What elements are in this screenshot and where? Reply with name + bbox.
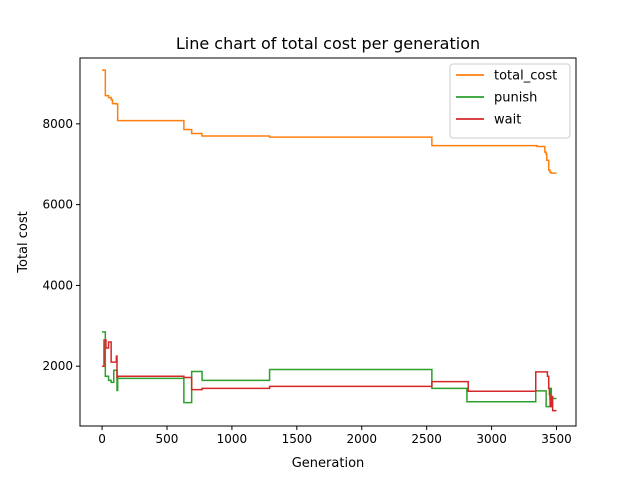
x-tick-label: 2000 bbox=[346, 432, 377, 446]
chart-title: Line chart of total cost per generation bbox=[176, 34, 480, 53]
x-axis-label: Generation bbox=[292, 456, 365, 471]
series-line-punish bbox=[102, 331, 557, 408]
x-tick-label: 1000 bbox=[217, 432, 248, 446]
x-tick-label: 500 bbox=[156, 432, 179, 446]
x-tick-label: 3500 bbox=[541, 432, 572, 446]
y-tick-label: 8000 bbox=[42, 117, 73, 131]
y-tick-label: 4000 bbox=[42, 278, 73, 292]
x-tick-label: 2500 bbox=[411, 432, 442, 446]
y-tick-label: 2000 bbox=[42, 359, 73, 373]
x-tick-label: 3000 bbox=[476, 432, 507, 446]
x-tick-label: 0 bbox=[98, 432, 106, 446]
x-tick-label: 1500 bbox=[282, 432, 313, 446]
plot-frame bbox=[79, 57, 577, 427]
series-line-wait bbox=[102, 339, 557, 412]
series-line-total-cost bbox=[102, 69, 557, 174]
series-layer bbox=[102, 69, 557, 412]
legend-label-wait: wait bbox=[494, 113, 521, 128]
y-tick-label: 6000 bbox=[42, 198, 73, 212]
x-axis-ticks: 0 500 1000 1500 2000 2500 3000 3500 bbox=[98, 426, 572, 446]
y-axis-ticks: 2000 4000 6000 8000 bbox=[42, 117, 80, 373]
legend-label-punish: punish bbox=[494, 91, 537, 106]
y-axis-label: Total cost bbox=[16, 211, 31, 273]
legend-label-total-cost: total_cost bbox=[494, 69, 557, 84]
